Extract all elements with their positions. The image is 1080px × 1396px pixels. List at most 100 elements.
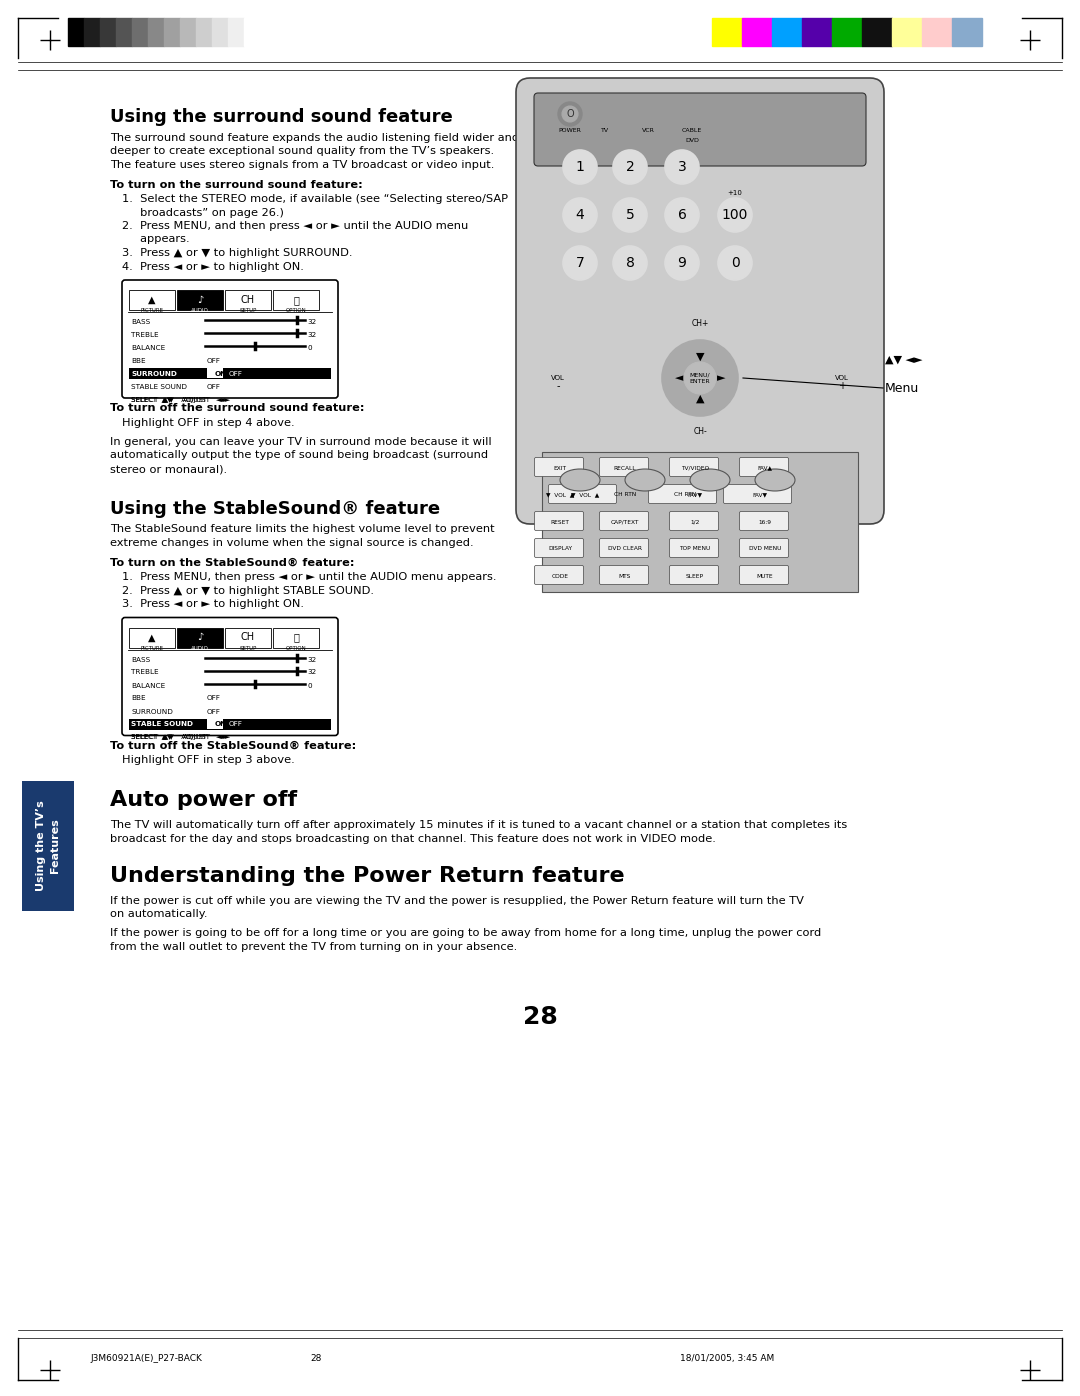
Bar	[892, 18, 922, 46]
Text: 28: 28	[523, 1005, 557, 1029]
Text: OPTION: OPTION	[285, 309, 307, 314]
Bar	[22, 780, 75, 910]
Text: OFF: OFF	[207, 709, 221, 715]
Text: on automatically.: on automatically.	[110, 909, 207, 919]
Text: SLEEP: SLEEP	[686, 574, 704, 578]
Text: 32: 32	[307, 332, 316, 338]
FancyBboxPatch shape	[740, 458, 788, 476]
Text: from the wall outlet to prevent the TV from turning on in your absence.: from the wall outlet to prevent the TV f…	[110, 942, 517, 952]
Text: CH RTN: CH RTN	[613, 493, 636, 497]
Text: -: -	[556, 381, 559, 391]
Text: DVD CLEAR: DVD CLEAR	[608, 546, 642, 551]
Text: ▲: ▲	[696, 394, 704, 403]
Text: BALANCE: BALANCE	[131, 683, 165, 688]
Text: PICTURE: PICTURE	[140, 309, 163, 314]
Text: CH-: CH-	[693, 427, 707, 437]
Text: AUDIO: AUDIO	[191, 309, 208, 314]
Bar	[225, 627, 271, 648]
Bar	[542, 452, 858, 592]
Bar	[228, 18, 244, 46]
FancyBboxPatch shape	[535, 458, 583, 476]
Circle shape	[684, 362, 716, 394]
Text: ▼  VOL  ▲: ▼ VOL ▲	[571, 493, 599, 497]
Text: 32: 32	[307, 320, 316, 325]
Text: To turn on the surround sound feature:: To turn on the surround sound feature:	[110, 180, 363, 190]
Text: SETUP: SETUP	[240, 309, 257, 314]
Text: +: +	[838, 381, 846, 391]
Text: In general, you can leave your TV in surround mode because it will: In general, you can leave your TV in sur…	[110, 437, 491, 447]
Text: BASS: BASS	[131, 320, 150, 325]
Text: ♪: ♪	[197, 295, 203, 304]
Bar	[177, 627, 222, 648]
Bar	[742, 18, 772, 46]
Text: ▲: ▲	[148, 632, 156, 642]
FancyBboxPatch shape	[516, 78, 885, 524]
Text: OFF: OFF	[229, 371, 243, 377]
Text: TV/VIDEO: TV/VIDEO	[680, 465, 710, 470]
Text: 3.  Press ▲ or ▼ to highlight SURROUND.: 3. Press ▲ or ▼ to highlight SURROUND.	[122, 248, 352, 258]
Text: STABLE SOUND: STABLE SOUND	[131, 722, 193, 727]
Text: Highlight OFF in step 3 above.: Highlight OFF in step 3 above.	[122, 755, 295, 765]
Text: TOP MENU: TOP MENU	[679, 546, 711, 551]
Text: TREBLE: TREBLE	[131, 670, 159, 676]
Text: RECALL: RECALL	[613, 465, 636, 470]
Ellipse shape	[755, 469, 795, 491]
Text: ►: ►	[717, 373, 725, 383]
FancyBboxPatch shape	[648, 484, 716, 504]
Text: stereo or monaural).: stereo or monaural).	[110, 463, 227, 475]
Text: BASS: BASS	[131, 656, 150, 663]
Text: Ο: Ο	[566, 109, 573, 119]
Circle shape	[665, 149, 699, 184]
Bar	[84, 18, 100, 46]
Text: OFF: OFF	[207, 384, 221, 389]
FancyBboxPatch shape	[549, 484, 617, 504]
Text: BBE: BBE	[131, 695, 146, 702]
Text: STABLE SOUND: STABLE SOUND	[131, 384, 187, 389]
FancyBboxPatch shape	[599, 458, 648, 476]
Text: The TV will automatically turn off after approximately 15 minutes if it is tuned: The TV will automatically turn off after…	[110, 821, 847, 831]
Text: extreme changes in volume when the signal source is changed.: extreme changes in volume when the signa…	[110, 537, 474, 549]
Text: +10: +10	[728, 190, 742, 195]
Bar	[129, 369, 330, 378]
Ellipse shape	[690, 469, 730, 491]
Text: 9: 9	[677, 255, 687, 269]
Text: 2: 2	[625, 161, 634, 174]
Circle shape	[718, 246, 752, 281]
Text: 5: 5	[625, 208, 634, 222]
Text: VOL: VOL	[835, 376, 849, 381]
Bar	[951, 18, 982, 46]
Text: broadcast for the day and stops broadcasting on that channel. This feature does : broadcast for the day and stops broadcas…	[110, 833, 716, 845]
Text: appears.: appears.	[122, 235, 190, 244]
Text: 4.  Press ◄ or ► to highlight ON.: 4. Press ◄ or ► to highlight ON.	[122, 261, 303, 271]
Text: ON: ON	[215, 371, 227, 377]
Text: DISPLAY: DISPLAY	[548, 546, 572, 551]
Bar	[180, 18, 195, 46]
FancyBboxPatch shape	[670, 565, 718, 585]
Text: RESET: RESET	[551, 519, 569, 525]
Circle shape	[662, 341, 738, 416]
Text: ◄: ◄	[675, 373, 684, 383]
Bar	[132, 18, 148, 46]
Circle shape	[613, 198, 647, 232]
Bar	[100, 18, 116, 46]
Ellipse shape	[625, 469, 665, 491]
Text: CAP/TEXT: CAP/TEXT	[611, 519, 639, 525]
Text: 100: 100	[721, 208, 748, 222]
Circle shape	[718, 198, 752, 232]
Bar	[207, 369, 222, 378]
Text: PICTURE: PICTURE	[140, 646, 163, 651]
Text: 2.  Press ▲ or ▼ to highlight STABLE SOUND.: 2. Press ▲ or ▼ to highlight STABLE SOUN…	[122, 585, 374, 596]
Text: Menu: Menu	[885, 381, 919, 395]
FancyBboxPatch shape	[724, 484, 792, 504]
Bar	[129, 719, 330, 730]
Circle shape	[613, 246, 647, 281]
Text: FAV▼: FAV▼	[753, 493, 768, 497]
Text: deeper to create exceptional sound quality from the TV’s speakers.: deeper to create exceptional sound quali…	[110, 147, 495, 156]
Circle shape	[596, 105, 615, 123]
FancyBboxPatch shape	[122, 281, 338, 398]
Text: To turn off the surround sound feature:: To turn off the surround sound feature:	[110, 403, 365, 413]
Bar	[148, 18, 164, 46]
Text: FAV▼: FAV▼	[688, 493, 702, 497]
Text: ▲▼ ◄►: ▲▼ ◄►	[885, 355, 922, 364]
Text: MTS: MTS	[619, 574, 631, 578]
